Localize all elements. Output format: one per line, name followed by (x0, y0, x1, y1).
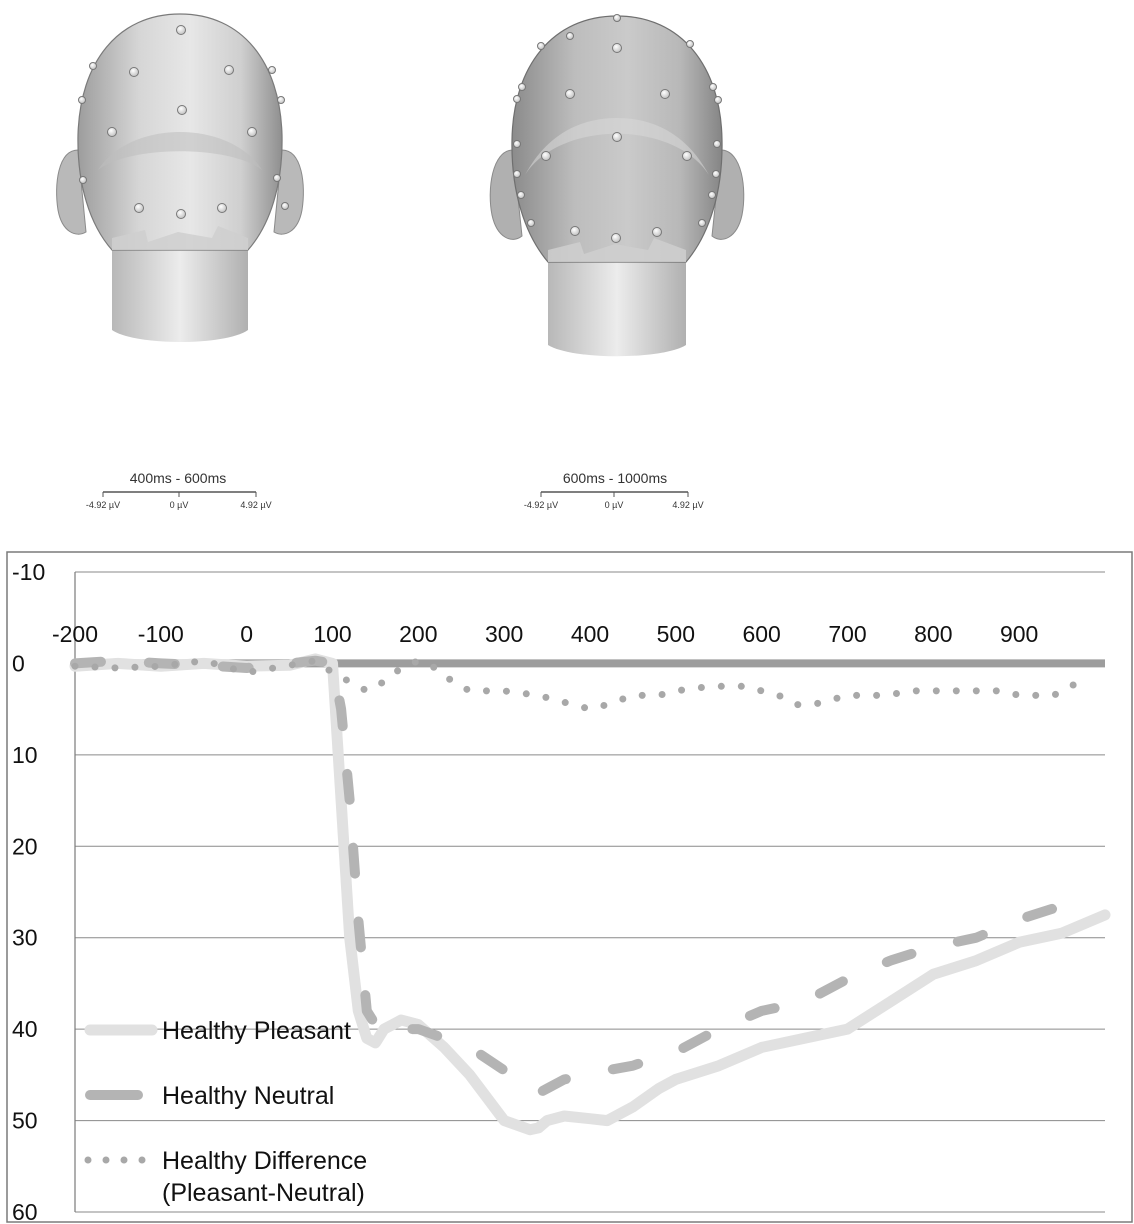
scalp-shading-band (98, 132, 262, 170)
left-ear (56, 149, 87, 235)
y-tick-label: 30 (12, 925, 38, 951)
y-tick-label: 40 (12, 1016, 38, 1042)
scale-min-label: -4.92 µV (86, 500, 120, 510)
x-tick-label: 500 (657, 621, 695, 647)
hairline (112, 226, 248, 250)
x-tick-label: 100 (313, 621, 351, 647)
legend-label: Healthy Difference (Pleasant-Neutral) (162, 1147, 367, 1207)
x-tick-label: 300 (485, 621, 523, 647)
scale-mid-label: 0 µV (170, 500, 189, 510)
scalp-shading-band (525, 118, 709, 175)
x-tick-label: 700 (828, 621, 866, 647)
legend-label: Healthy Pleasant (162, 1017, 351, 1045)
x-tick-label: -100 (138, 621, 184, 647)
y-tick-label: 0 (12, 650, 25, 676)
y-tick-label: 50 (12, 1108, 38, 1134)
legend: Healthy Pleasant Healthy Neutral Healthy D… (84, 1017, 367, 1207)
legend-label: Healthy Neutral (162, 1082, 334, 1110)
neck (548, 262, 686, 357)
hairline (548, 238, 686, 262)
time-window-label: 400ms - 600ms (130, 470, 226, 486)
right-ear (273, 149, 304, 235)
scale-max-label: 4.92 µV (672, 500, 703, 510)
y-tick-label: 60 (12, 1199, 38, 1224)
x-tick-label: 600 (742, 621, 780, 647)
scale-mid-label: 0 µV (605, 500, 624, 510)
electrodes (513, 14, 722, 243)
series-line-dotted (71, 657, 1092, 713)
x-tick-label: 200 (399, 621, 437, 647)
color-scale-1: 400ms - 600ms -4.92 µV 0 µV 4.92 µV (86, 470, 272, 510)
electrodes (78, 25, 289, 219)
scalp-map-600-1000 (489, 14, 745, 357)
neck (112, 250, 248, 342)
topomap-figure: 400ms - 600ms -4.92 µV 0 µV 4.92 µV 600m… (56, 13, 745, 510)
y-tick-label: -10 (12, 559, 45, 585)
color-scale-2: 600ms - 1000ms -4.92 µV 0 µV 4.92 µV (524, 470, 704, 510)
x-tick-label: -200 (52, 621, 98, 647)
time-window-label: 600ms - 1000ms (563, 470, 667, 486)
y-tick-label: 20 (12, 833, 38, 859)
scale-max-label: 4.92 µV (240, 500, 271, 510)
series-line-dashed (70, 655, 1068, 1099)
scale-min-label: -4.92 µV (524, 500, 558, 510)
x-tick-label: 0 (240, 621, 253, 647)
data-series (69, 653, 1111, 1136)
x-tick-label: 900 (1000, 621, 1038, 647)
scalp-map-400-600 (56, 13, 304, 342)
y-tick-label: 10 (12, 742, 38, 768)
x-tick-label: 800 (914, 621, 952, 647)
x-tick-label: 400 (571, 621, 609, 647)
